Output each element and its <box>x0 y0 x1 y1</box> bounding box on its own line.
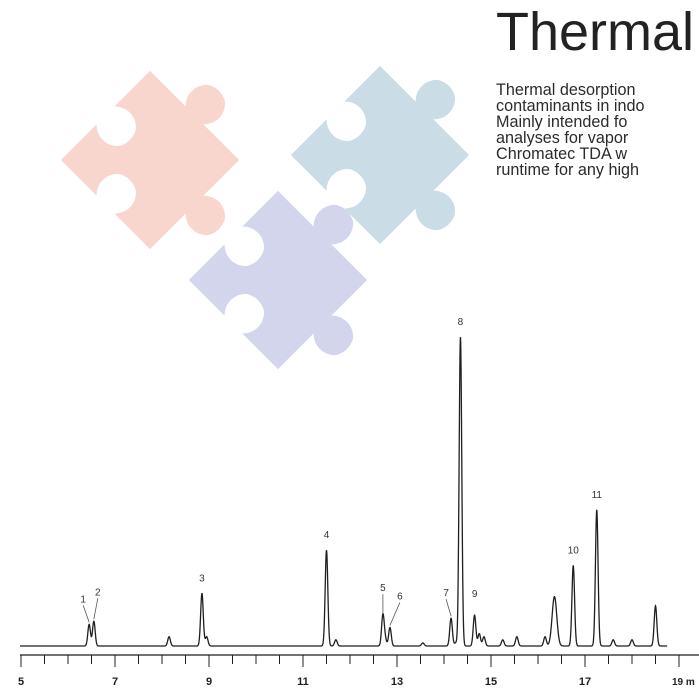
x-axis-tick-label: 9 <box>206 676 212 688</box>
peak-label-leader <box>93 598 99 620</box>
intro-line: Mainly intended fo <box>496 113 628 131</box>
intro-line: runtime for any high <box>496 161 640 179</box>
peak-label: 1 <box>80 594 86 605</box>
x-axis-tick-label: 17 <box>579 676 591 688</box>
peak-label-leader <box>82 605 90 623</box>
x-axis-tick-label: 15 <box>485 676 497 688</box>
peak-label: 2 <box>95 587 101 598</box>
intro-line: Chromatec TDA w <box>496 145 628 163</box>
x-axis-tick-label: 5 <box>18 676 24 688</box>
x-axis-tick-label: 13 <box>391 676 403 688</box>
intro-line: analyses for vapor <box>496 129 629 147</box>
intro-line: Thermal desorption <box>496 81 636 99</box>
peak-label: 11 <box>592 490 603 501</box>
puzzle-piece-pink <box>60 46 289 274</box>
x-axis-tick-label: 7 <box>112 676 118 688</box>
peak-label: 8 <box>458 317 464 328</box>
peak-label: 4 <box>324 530 330 541</box>
peak-label: 9 <box>472 589 478 600</box>
x-axis-tick-label: 11 <box>297 676 309 688</box>
page-title: Thermal <box>496 2 695 62</box>
x-axis-ticks <box>20 655 680 667</box>
x-axis-tick-labels: 5 7 9 11 13 15 17 <box>18 676 591 688</box>
peak-label: 3 <box>199 574 205 585</box>
peak-label: 6 <box>397 592 403 603</box>
x-axis-label: 19 m <box>672 677 695 688</box>
chromatogram-trace <box>20 337 668 647</box>
intro-paragraph: Thermal desorption contaminants in indo … <box>496 82 644 178</box>
peak-label: 7 <box>443 588 449 599</box>
intro-line: contaminants in indo <box>496 97 645 115</box>
peak-label: 10 <box>568 546 580 557</box>
peak-label: 5 <box>380 583 386 594</box>
peak-label-leader <box>389 602 401 626</box>
peak-label-leader <box>445 599 452 617</box>
